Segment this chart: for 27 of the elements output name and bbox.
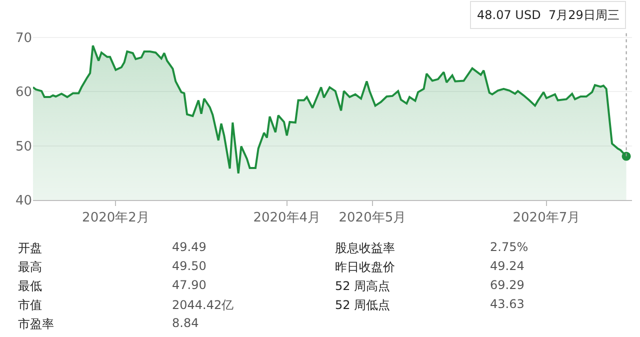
text: 昨日收盘价 (335, 259, 395, 276)
y-tick-label: 40 (15, 194, 32, 209)
text: 49.24 (490, 259, 524, 273)
text: 最低 (18, 278, 42, 295)
text: 市值 (18, 297, 42, 314)
x-tick-label: 2020年4月 (253, 210, 321, 226)
text: 47.90 (172, 278, 206, 292)
text: 49.50 (172, 259, 206, 273)
text: 2044.42亿 (172, 297, 234, 314)
text: 8.84 (172, 316, 199, 330)
text: 2.75% (490, 240, 528, 254)
annotation: 48.07 USD 7月29日周三 (477, 8, 620, 22)
x-tick-label: 2020年5月 (338, 210, 406, 226)
text: 市盈率 (18, 316, 54, 333)
text: 52 周高点 (335, 278, 390, 295)
y-tick-label: 70 (15, 30, 32, 46)
text: 开盘 (18, 240, 42, 257)
text: 69.29 (490, 278, 524, 292)
text: 49.49 (172, 240, 206, 254)
y-tick-label: 60 (15, 85, 32, 100)
x-tick-label: 2020年2月 (82, 210, 150, 226)
text: 52 周低点 (335, 297, 390, 314)
text: 最高 (18, 259, 42, 276)
text: 43.63 (490, 297, 524, 311)
x-tick-label: 2020年7月 (512, 210, 580, 226)
text: 股息收益率 (335, 240, 395, 257)
y-tick-label: 50 (15, 139, 32, 154)
